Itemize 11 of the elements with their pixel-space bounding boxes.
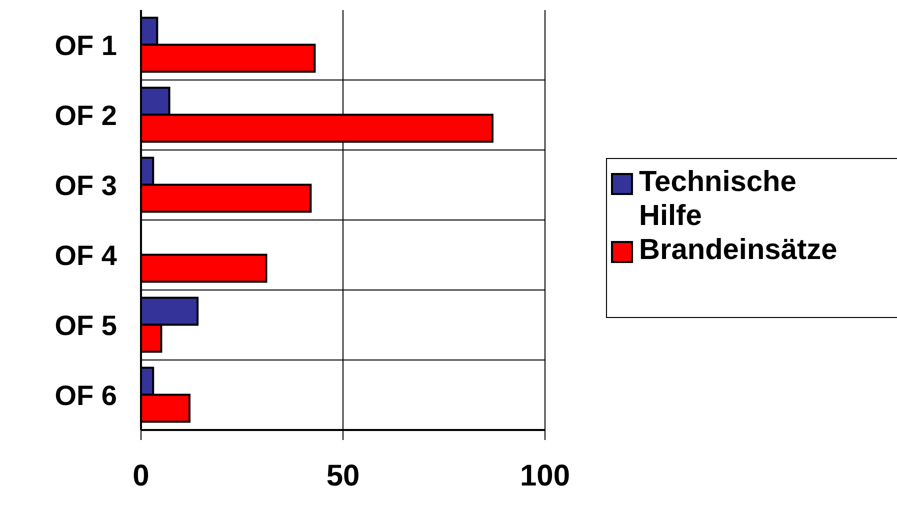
x-tick-label: 0 <box>132 459 150 492</box>
legend-label: Brandeinsätze <box>639 233 838 267</box>
x-tick-label: 50 <box>326 459 360 492</box>
x-tick-label: 100 <box>520 459 570 492</box>
y-tick-label: OF 4 <box>54 240 118 271</box>
y-tick-label: OF 2 <box>54 100 117 131</box>
y-tick-label: OF 5 <box>54 310 117 341</box>
y-tick-label: OF 3 <box>54 170 117 201</box>
legend-label: Technische Hilfe <box>639 165 798 233</box>
y-tick-label: OF 6 <box>54 380 117 411</box>
y-tick-label: OF 1 <box>54 30 117 61</box>
